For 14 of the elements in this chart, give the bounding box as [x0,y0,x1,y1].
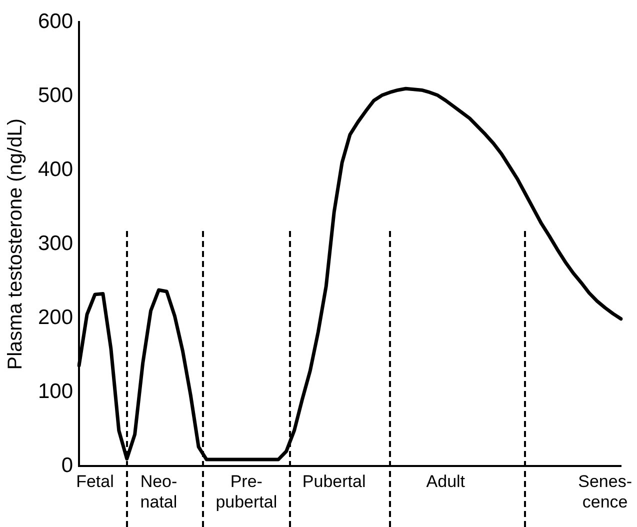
x-tick-label: Adult [426,472,466,492]
x-tick-label: Senes- cence [578,472,632,512]
y-tick-label: 400 [38,158,74,181]
x-tick-label: Fetal [76,472,114,492]
y-tick-label: 0 [61,454,74,477]
y-tick-label: 300 [38,232,74,255]
y-tick-label: 500 [38,84,74,107]
y-axis-title: Plasma testosterone (ng/dL) [4,118,27,370]
y-tick-label: 600 [38,10,74,33]
x-tick-label: Pre- pubertal [216,472,278,512]
x-tick-label: Pubertal [302,472,366,492]
y-tick-label: 200 [38,306,74,329]
x-tick-label: Neo- natal [140,472,178,512]
y-tick-label: 100 [38,380,74,403]
